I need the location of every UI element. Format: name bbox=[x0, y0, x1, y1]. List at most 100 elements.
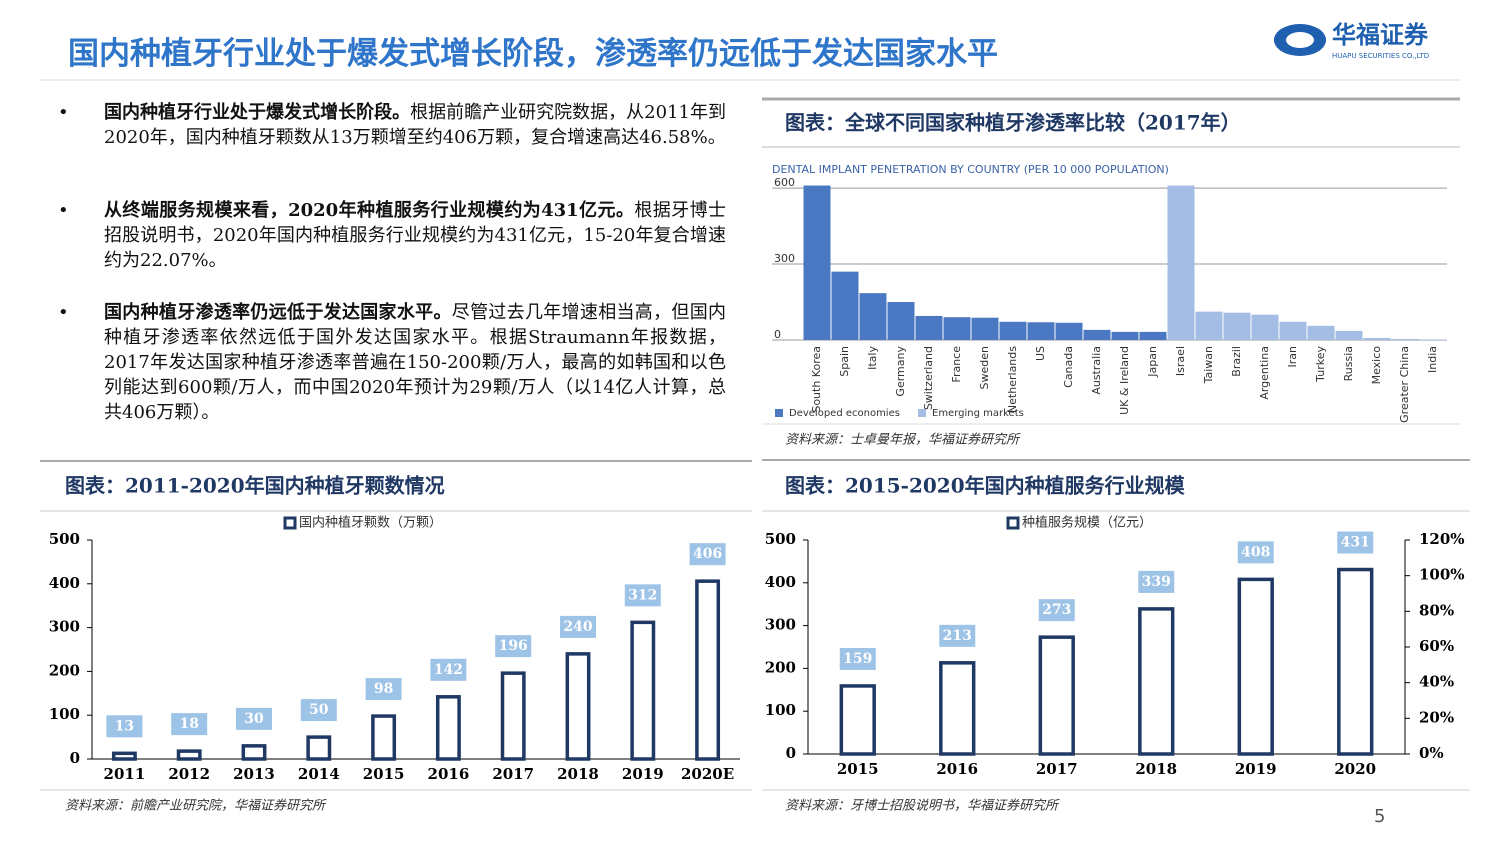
x-tick-label: Australia bbox=[1090, 346, 1103, 395]
bar bbox=[1251, 314, 1279, 340]
value-label-box bbox=[365, 678, 402, 701]
y-tick-label: 0 bbox=[774, 328, 781, 341]
x-tick-label: 2020E bbox=[681, 765, 734, 783]
chart-title: 图表：全球不同国家种植牙渗透率比较（2017年） bbox=[785, 111, 1241, 135]
value-label-box bbox=[171, 713, 208, 736]
y-tick-label: 100 bbox=[49, 705, 80, 723]
bullet: • 国内种植牙行业处于爆发式增长阶段。根据前瞻产业研究院数据，从2011年到202… bbox=[58, 102, 727, 148]
bar bbox=[1363, 337, 1391, 340]
y-tick-label: 300 bbox=[49, 618, 80, 636]
x-tick-label: 2014 bbox=[298, 765, 340, 783]
x-tick-label: Taiwan bbox=[1202, 346, 1215, 384]
bar bbox=[1055, 322, 1083, 340]
x-tick-label: Canada bbox=[1062, 346, 1075, 388]
y-tick-label: 400 bbox=[49, 574, 80, 592]
bar bbox=[943, 317, 971, 340]
x-tick-label: Switzerland bbox=[922, 346, 935, 410]
logo-text: 华福证券 bbox=[1332, 21, 1429, 49]
value-label: 142 bbox=[434, 662, 463, 678]
y2-tick-label: 80% bbox=[1419, 601, 1454, 619]
value-label: 196 bbox=[499, 638, 528, 654]
bullet-lead: 国内种植牙行业处于爆发式增长阶段。 bbox=[104, 102, 411, 123]
x-tick-label: 2012 bbox=[168, 765, 210, 783]
bar bbox=[435, 695, 461, 761]
chart-title: 图表：2011-2020年国内种植牙颗数情况 bbox=[65, 474, 445, 498]
value-label: 273 bbox=[1042, 602, 1071, 618]
bar bbox=[1307, 325, 1335, 340]
value-label-box bbox=[106, 715, 143, 738]
bullet: • 从终端服务规模来看，2020年种植服务行业规模约为431亿元。根据牙博士招股说… bbox=[58, 200, 727, 271]
x-tick-label: 2018 bbox=[1135, 760, 1177, 778]
y-tick-label: 500 bbox=[765, 530, 796, 548]
bar bbox=[1223, 312, 1251, 340]
x-tick-label: France bbox=[950, 346, 963, 383]
chart-source: 资料来源：牙博士招股说明书，华福证券研究所 bbox=[785, 798, 1060, 814]
bar bbox=[695, 579, 721, 761]
bar bbox=[500, 671, 526, 761]
value-label-box bbox=[430, 658, 467, 681]
legend-swatch bbox=[918, 409, 926, 417]
bar bbox=[859, 293, 887, 340]
value-label: 240 bbox=[563, 619, 592, 635]
bar bbox=[1111, 331, 1139, 340]
x-tick-label: Greater China bbox=[1398, 346, 1411, 423]
x-tick-label: Turkey bbox=[1314, 346, 1327, 383]
bar bbox=[630, 620, 656, 761]
bullet-lead: 从终端服务规模来看，2020年种植服务行业规模约为431亿元。 bbox=[104, 200, 635, 221]
value-label: 18 bbox=[179, 716, 198, 732]
chart-source: 资料来源：士卓曼年报，华福证券研究所 bbox=[785, 432, 1021, 448]
bullet: • 国内种植牙渗透率仍远低于发达国家水平。尽管过去几年增速相当高，但国内种植牙渗透… bbox=[58, 302, 727, 423]
x-tick-label: 2018 bbox=[557, 765, 599, 783]
value-label: 30 bbox=[244, 711, 264, 727]
bar bbox=[831, 271, 859, 340]
x-tick-label: 2011 bbox=[104, 765, 146, 783]
x-tick-label: 2016 bbox=[936, 760, 978, 778]
logo-icon bbox=[1286, 32, 1314, 48]
bar bbox=[176, 749, 202, 761]
x-tick-label: South Korea bbox=[810, 346, 823, 413]
chart-title: 图表：2015-2020年国内种植服务行业规模 bbox=[785, 474, 1186, 498]
y-tick-label: 300 bbox=[765, 616, 796, 634]
x-tick-label: Argentina bbox=[1258, 346, 1271, 400]
bar bbox=[971, 317, 999, 340]
x-tick-label: Japan bbox=[1146, 346, 1159, 378]
page-number: 5 bbox=[1374, 806, 1386, 827]
legend-swatch bbox=[283, 516, 297, 530]
chart-subtitle: DENTAL IMPLANT PENETRATION BY COUNTRY (P… bbox=[772, 163, 1169, 176]
y2-tick-label: 60% bbox=[1419, 637, 1454, 655]
bullet-text: 根据前瞻产业研究院数据，从2011年到2020年，国内种植牙颗数从13万颗增至约… bbox=[104, 102, 727, 148]
y-tick-label: 400 bbox=[765, 573, 796, 591]
value-label: 159 bbox=[843, 651, 872, 667]
value-label-box bbox=[495, 635, 532, 658]
value-label-box bbox=[1337, 531, 1374, 554]
bar bbox=[1335, 330, 1363, 340]
value-label-box bbox=[560, 615, 596, 638]
x-tick-label: Netherlands bbox=[1006, 346, 1019, 413]
y-tick-label: 0 bbox=[786, 744, 796, 762]
bar bbox=[1038, 635, 1075, 756]
y-tick-label: 200 bbox=[49, 661, 80, 679]
x-tick-label: Israel bbox=[1174, 346, 1187, 376]
bar bbox=[999, 321, 1027, 340]
slide-title: 国内种植牙行业处于爆发式增长阶段，渗透率仍远低于发达国家水平 bbox=[68, 36, 998, 72]
x-tick-label: 2015 bbox=[837, 760, 879, 778]
bar bbox=[565, 652, 591, 761]
bar bbox=[1195, 311, 1223, 340]
value-label-box bbox=[236, 707, 272, 730]
value-label: 13 bbox=[115, 718, 134, 734]
bullet-lead: 国内种植牙渗透率仍远低于发达国家水平。 bbox=[104, 302, 452, 323]
legend-label: Developed economies bbox=[789, 408, 900, 419]
chart-source: 资料来源：前瞻产业研究院，华福证券研究所 bbox=[65, 798, 327, 814]
y2-tick-label: 20% bbox=[1419, 708, 1454, 726]
bar bbox=[915, 315, 943, 340]
bar bbox=[803, 185, 831, 340]
y2-tick-label: 40% bbox=[1419, 673, 1454, 691]
logo: 华福证券 HUAPU SECURITIES CO.,LTD bbox=[1274, 21, 1429, 60]
y-tick-label: 0 bbox=[70, 749, 80, 767]
x-tick-label: 2017 bbox=[1036, 760, 1078, 778]
value-label: 50 bbox=[309, 702, 329, 718]
legend-label: 种植服务规模（亿元） bbox=[1022, 515, 1152, 531]
value-label-box bbox=[1237, 541, 1274, 564]
bullet-text: 尽管过去几年增速相当高，但国内种植牙渗透率依然远低于国外发达国家水平。根据Str… bbox=[104, 302, 727, 423]
